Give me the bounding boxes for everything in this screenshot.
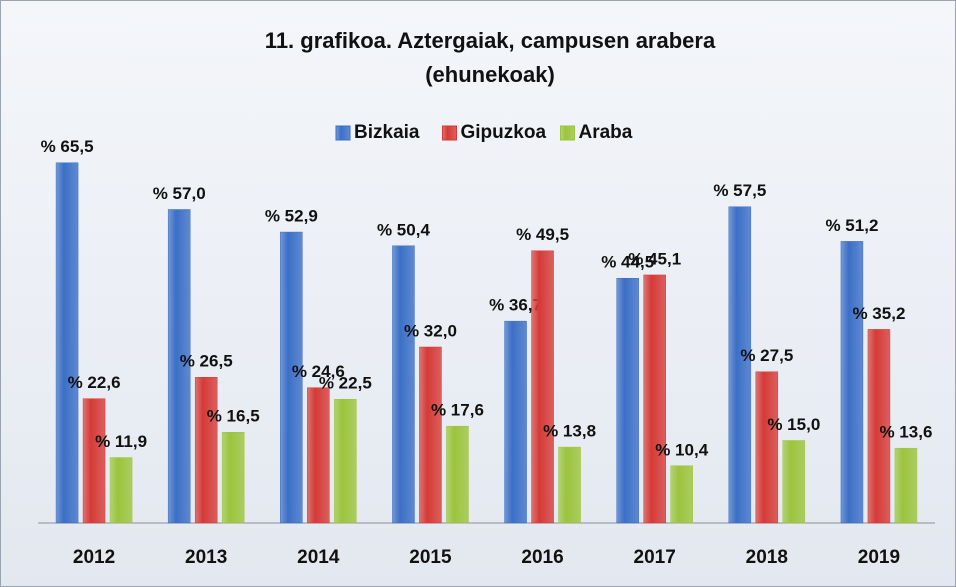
bar <box>446 425 469 524</box>
bar <box>894 447 918 524</box>
bar <box>616 278 639 524</box>
value-label: % 36,7 <box>489 296 542 315</box>
bar <box>392 245 415 524</box>
bar <box>109 457 133 524</box>
bar <box>82 398 106 524</box>
bar <box>840 241 864 524</box>
value-label: % 13,8 <box>543 422 596 441</box>
bar <box>504 320 527 524</box>
value-label: % 17,6 <box>431 401 484 420</box>
bar <box>867 329 891 524</box>
value-label: % 26,5 <box>180 352 233 371</box>
legend-swatch <box>335 125 351 141</box>
value-label: % 44,5 <box>601 253 654 272</box>
bar <box>643 274 666 524</box>
value-label: % 57,0 <box>153 184 206 203</box>
bar <box>755 371 779 524</box>
value-label: % 16,5 <box>207 407 260 426</box>
value-label: % 13,6 <box>879 423 932 442</box>
bar <box>670 465 693 524</box>
bar <box>728 206 752 524</box>
bar <box>194 377 218 524</box>
chart-title: 11. grafikoa. Aztergaiak, campusen arabe… <box>265 28 716 53</box>
value-label: % 65,5 <box>41 137 94 156</box>
bar <box>419 346 442 524</box>
value-label: % 49,5 <box>516 225 569 244</box>
bar <box>167 209 191 524</box>
legend-label: Araba <box>579 122 633 143</box>
bar <box>307 387 330 524</box>
x-tick-label: 2015 <box>409 547 452 568</box>
bar <box>531 250 554 524</box>
bar <box>782 440 806 524</box>
bar <box>221 432 245 524</box>
legend-label: Bizkaia <box>354 122 420 143</box>
value-label: % 27,5 <box>740 346 793 365</box>
x-tick-label: 2012 <box>73 547 115 568</box>
value-label: % 11,9 <box>95 432 147 451</box>
chart-subtitle: (ehunekoak) <box>425 62 555 87</box>
legend-swatch <box>442 125 457 141</box>
value-label: % 45,1 <box>628 249 681 268</box>
value-label: % 52,9 <box>265 207 318 226</box>
value-label: % 15,0 <box>767 415 820 434</box>
value-label: % 35,2 <box>852 304 905 323</box>
x-tick-label: 2017 <box>634 547 676 568</box>
legend-swatch <box>560 125 575 141</box>
value-label: % 24,6 <box>292 362 345 381</box>
x-tick-label: 2013 <box>185 547 227 568</box>
x-tick-label: 2019 <box>858 547 900 568</box>
bar <box>334 399 357 524</box>
legend-label: Gipuzkoa <box>461 122 547 143</box>
x-tick-label: 2018 <box>746 547 788 568</box>
value-label: % 57,5 <box>713 181 766 200</box>
bar <box>55 162 79 524</box>
bar <box>280 231 303 524</box>
value-label: % 50,4 <box>377 220 430 239</box>
x-tick-label: 2014 <box>297 547 340 568</box>
value-label: % 22,5 <box>319 374 372 393</box>
value-label: % 32,0 <box>404 321 457 340</box>
bar <box>558 446 581 524</box>
value-label: % 10,4 <box>655 440 708 459</box>
value-label: % 22,6 <box>68 373 121 392</box>
x-tick-label: 2016 <box>521 547 563 568</box>
value-label: % 51,2 <box>825 216 878 235</box>
